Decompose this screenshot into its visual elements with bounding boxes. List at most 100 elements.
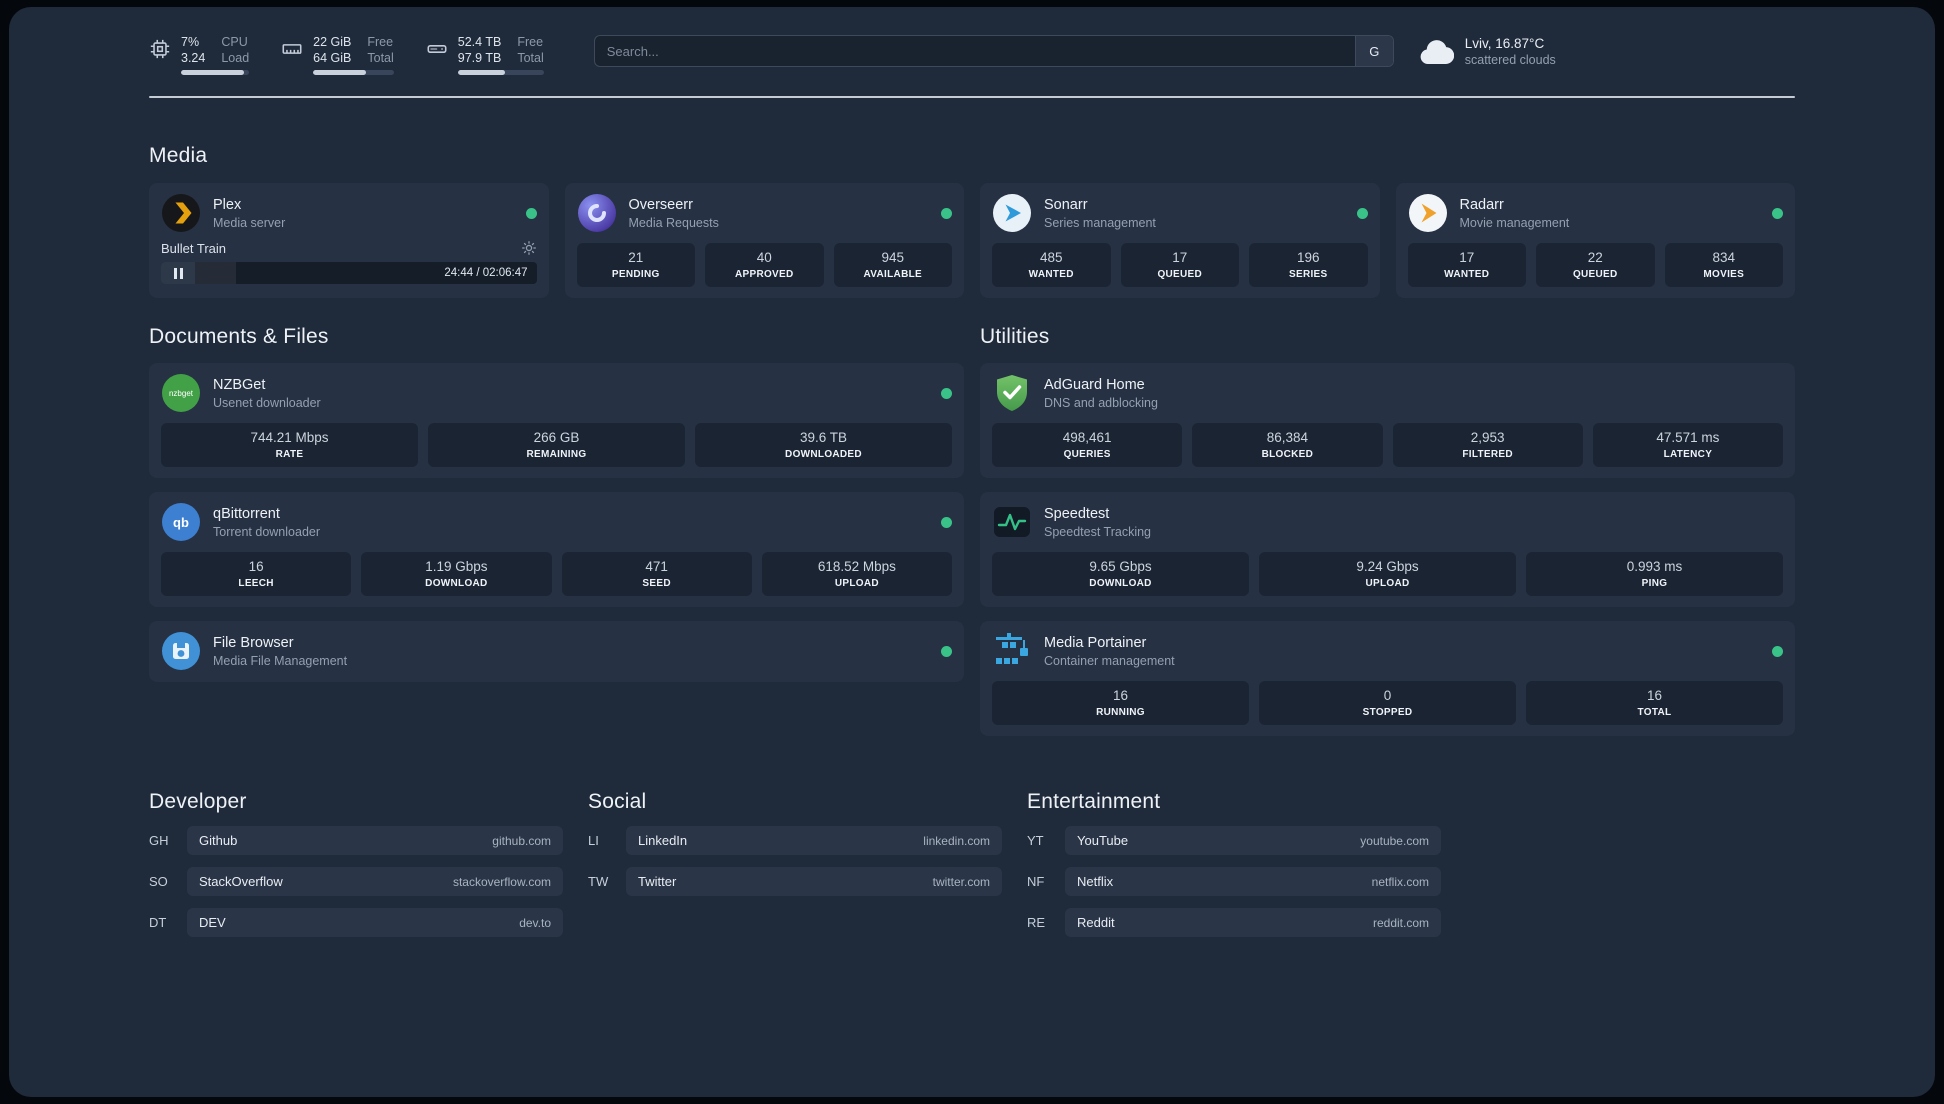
bookmark-link-netflix[interactable]: Netflix netflix.com: [1065, 867, 1441, 896]
stat-upload: 618.52 Mbps UPLOAD: [761, 552, 952, 596]
stat-label: WANTED: [1028, 269, 1074, 280]
service-card-speedtest[interactable]: Speedtest Speedtest Tracking 9.65 Gbps D…: [980, 492, 1795, 607]
stat-label: LATENCY: [1663, 449, 1713, 460]
stat-value: 39.6 TB: [799, 430, 848, 445]
gear-icon[interactable]: [521, 240, 537, 256]
now-playing-title: Bullet Train: [161, 240, 227, 256]
speedtest-header[interactable]: Speedtest Speedtest Tracking: [992, 502, 1783, 542]
stat-seed: 471 SEED: [561, 552, 752, 596]
bookmark-link-github[interactable]: Github github.com: [187, 826, 563, 855]
bookmark-link-youtube[interactable]: YouTube youtube.com: [1065, 826, 1441, 855]
service-name: Plex: [213, 196, 242, 213]
radarr-icon: [1408, 194, 1447, 232]
status-dot: [1356, 207, 1368, 219]
stat-value: 17: [1172, 250, 1188, 265]
topbar: 7% CPU 3.24 Load 22 Gi: [149, 7, 1795, 75]
bookmark-url: linkedin.com: [923, 833, 990, 848]
bookmark-link-stackoverflow[interactable]: StackOverflow stackoverflow.com: [187, 867, 563, 896]
qbittorrent-header[interactable]: qb qBittorrent Torrent downloader: [161, 502, 952, 542]
bookmark-name: YouTube: [1077, 833, 1129, 848]
stat-value: 498,461: [1062, 430, 1112, 445]
overseerr-header[interactable]: Overseerr Media Requests: [577, 193, 952, 233]
status-dot: [1772, 207, 1783, 219]
sonarr-icon: [993, 194, 1031, 232]
status-dot: [1772, 645, 1783, 657]
bookmark-name: Netflix: [1077, 874, 1114, 889]
filebrowser-header[interactable]: File Browser Media File Management: [161, 631, 952, 671]
bookmark-abbr: LI: [588, 833, 599, 848]
nzbget-header[interactable]: nzbget NZBGet Usenet downloader: [161, 373, 952, 413]
stat-running: 16 RUNNING: [992, 681, 1249, 725]
adguard-header[interactable]: AdGuard Home DNS and adblocking: [992, 373, 1783, 413]
disk-widget: 52.4 TB Free 97.9 TB Total: [426, 35, 544, 75]
service-card-sonarr[interactable]: Sonarr Series management 485 WANTED 17 Q…: [980, 183, 1380, 298]
stat-pending: 21 PENDING: [576, 243, 695, 287]
stat-value: 618.52 Mbps: [817, 559, 896, 574]
playback-progress-bar[interactable]: 24:44 / 02:06:47: [161, 262, 537, 284]
bookmark-name: Github: [199, 833, 238, 848]
search-input[interactable]: [593, 35, 1394, 67]
service-card-radarr[interactable]: Radarr Movie management 17 WANTED 22 QUE…: [1395, 183, 1795, 298]
service-subtitle: Usenet downloader: [213, 395, 321, 410]
service-card-qbittorrent[interactable]: qb qBittorrent Torrent downloader 16: [149, 492, 964, 607]
memory-progress-bar: [313, 70, 394, 75]
bookmark-link-linkedin[interactable]: LinkedIn linkedin.com: [626, 826, 1002, 855]
service-card-plex[interactable]: Plex Media server Bullet Train: [149, 183, 549, 298]
stat-rate: 744.21 Mbps RATE: [161, 423, 418, 467]
stat-movies: 834 MOVIES: [1664, 243, 1783, 287]
bookmark-link-dev[interactable]: DEV dev.to: [187, 908, 563, 937]
bookmark-row-twitter: TW Twitter twitter.com: [588, 867, 1002, 896]
service-card-portainer[interactable]: Media Portainer Container management 16 …: [980, 621, 1795, 736]
service-name: Speedtest: [1044, 505, 1110, 522]
radarr-header[interactable]: Radarr Movie management: [1408, 193, 1783, 233]
stat-label: QUEUED: [1572, 269, 1618, 280]
stat-label: QUEUED: [1157, 269, 1203, 280]
service-card-adguard[interactable]: AdGuard Home DNS and adblocking 498,461 …: [980, 363, 1795, 478]
bookmark-link-twitter[interactable]: Twitter twitter.com: [626, 867, 1002, 896]
stat-label: AVAILABLE: [863, 269, 922, 280]
section-title-developer: Developer: [149, 790, 247, 813]
stat-label: QUERIES: [1063, 449, 1111, 460]
bookmark-group-entertainment: Entertainment YT YouTube youtube.com NF …: [1027, 790, 1441, 937]
topbar-divider: [149, 96, 1795, 98]
portainer-header[interactable]: Media Portainer Container management: [992, 631, 1783, 671]
service-card-nzbget[interactable]: nzbget NZBGet Usenet downloader 744.21 M…: [149, 363, 964, 478]
memory-progress-fill: [313, 70, 367, 75]
disk-free-value: 52.4 TB: [457, 35, 502, 49]
plex-header[interactable]: Plex Media server: [161, 193, 537, 233]
status-dot: [941, 516, 952, 528]
stat-label: RUNNING: [1096, 707, 1145, 718]
stat-wanted: 485 WANTED: [992, 243, 1111, 287]
stat-download: 1.19 Gbps DOWNLOAD: [361, 552, 552, 596]
stat-value: 47.571 ms: [1656, 430, 1720, 445]
search-provider-button[interactable]: G: [1354, 36, 1393, 66]
service-card-overseerr[interactable]: Overseerr Media Requests 21 PENDING 40 A…: [564, 183, 964, 298]
bookmark-url: stackoverflow.com: [452, 874, 551, 889]
bookmark-url: reddit.com: [1372, 915, 1429, 930]
stat-label: PENDING: [611, 269, 660, 280]
cpu-label-top: CPU: [221, 35, 248, 49]
service-subtitle: DNS and adblocking: [1044, 395, 1158, 410]
documents-column: Documents & Files nzbget NZBGet Usenet d…: [149, 325, 964, 736]
search-bar: G: [593, 35, 1394, 67]
stat-value: 196: [1296, 250, 1320, 265]
stat-value: 40: [756, 250, 772, 265]
sonarr-header[interactable]: Sonarr Series management: [992, 193, 1368, 233]
stat-label: LEECH: [238, 578, 274, 589]
stat-value: 266 GB: [533, 430, 580, 445]
service-card-filebrowser[interactable]: File Browser Media File Management: [149, 621, 964, 682]
bookmark-url: github.com: [492, 833, 551, 848]
service-name: File Browser: [213, 634, 294, 651]
disk-progress-fill: [457, 70, 506, 75]
stat-stopped: 0 STOPPED: [1259, 681, 1516, 725]
memory-total-value: 64 GiB: [313, 51, 352, 65]
stat-label: DOWNLOAD: [425, 578, 488, 589]
pause-button[interactable]: [161, 262, 195, 284]
stat-value: 945: [881, 250, 905, 265]
portainer-icon: [996, 633, 1028, 664]
weather-widget[interactable]: Lviv, 16.87°C scattered clouds: [1418, 35, 1556, 68]
stat-label: TOTAL: [1637, 707, 1672, 718]
status-dot: [941, 387, 952, 399]
bookmark-link-reddit[interactable]: Reddit reddit.com: [1065, 908, 1441, 937]
service-subtitle: Speedtest Tracking: [1044, 524, 1152, 539]
